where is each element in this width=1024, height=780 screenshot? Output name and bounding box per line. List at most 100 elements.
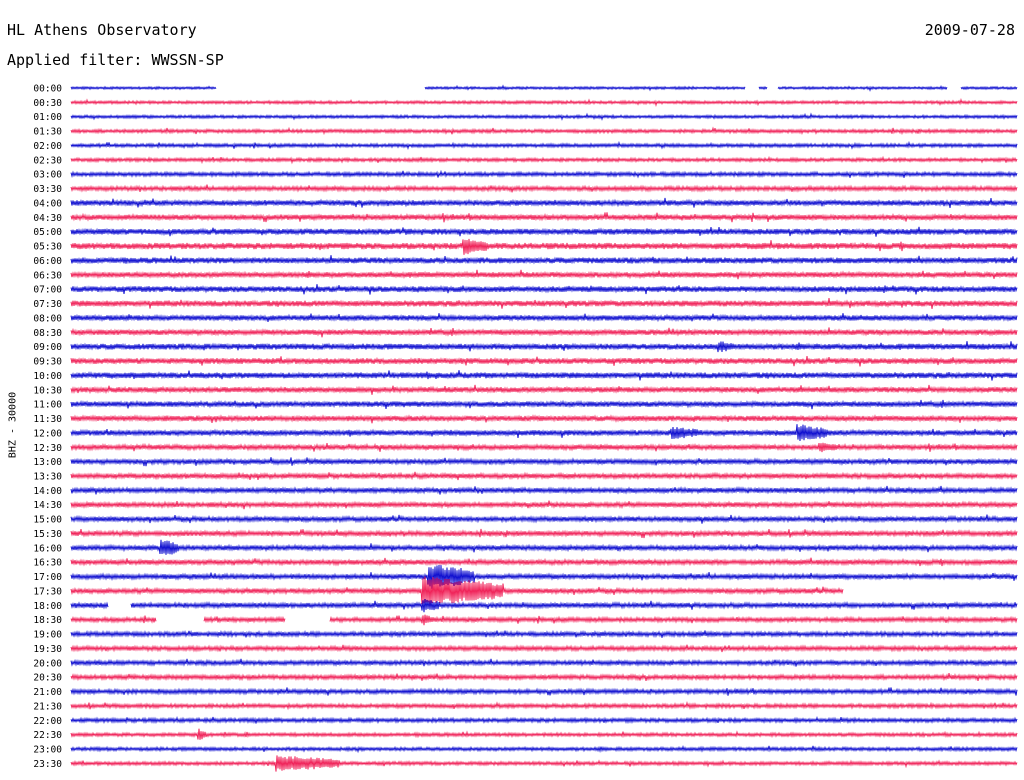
time-label-0330: 03:30 xyxy=(33,184,62,195)
record-date: 2009-07-28 xyxy=(924,21,1015,39)
time-label-0500: 05:00 xyxy=(33,227,62,238)
time-labels: 00:00 00:30 01:00 01:30 02:00 02:30 03:00 03:30… xyxy=(33,84,62,770)
trace-row-1800 xyxy=(70,598,1018,613)
trace-row-1300 xyxy=(70,457,1018,467)
trace-row-1230 xyxy=(70,442,1018,453)
trace-row-0800 xyxy=(70,313,1018,323)
trace-row-0530 xyxy=(70,238,1018,255)
trace-row-0830 xyxy=(70,327,1018,338)
time-label-0900: 09:00 xyxy=(33,342,62,353)
trace-row-1600 xyxy=(70,539,1018,555)
trace-row-0200 xyxy=(70,140,1018,151)
time-label-0430: 04:30 xyxy=(33,213,62,224)
time-label-2100: 21:00 xyxy=(33,687,62,698)
time-label-0730: 07:30 xyxy=(33,299,62,310)
time-label-1000: 10:00 xyxy=(33,371,62,382)
time-label-0200: 02:00 xyxy=(33,141,62,152)
trace-row-1130 xyxy=(70,414,1018,424)
time-label-0130: 01:30 xyxy=(33,127,62,138)
trace-row-0500 xyxy=(70,226,1018,237)
seismic-traces xyxy=(70,84,1018,772)
trace-row-0130 xyxy=(70,126,1018,136)
trace-row-1530 xyxy=(70,528,1018,539)
trace-row-1700 xyxy=(70,564,1018,589)
time-label-0300: 03:00 xyxy=(33,170,62,181)
filter-label: Applied filter: WWSSN-SP xyxy=(7,51,224,69)
trace-row-1500 xyxy=(70,514,1018,524)
time-label-0700: 07:00 xyxy=(33,285,62,296)
time-label-0000: 00:00 xyxy=(33,84,62,95)
time-label-1400: 14:00 xyxy=(33,486,62,497)
time-label-1500: 15:00 xyxy=(33,515,62,526)
trace-row-0630 xyxy=(70,269,1018,280)
trace-row-2000 xyxy=(70,658,1018,667)
time-label-0400: 04:00 xyxy=(33,198,62,209)
time-label-1300: 13:00 xyxy=(33,457,62,468)
trace-row-0430 xyxy=(70,212,1018,223)
trace-row-1930 xyxy=(70,644,1018,653)
time-label-2330: 23:30 xyxy=(33,759,62,770)
time-label-1200: 12:00 xyxy=(33,428,62,439)
time-label-1900: 19:00 xyxy=(33,630,62,641)
trace-row-1900 xyxy=(70,629,1018,639)
trace-row-1630 xyxy=(70,557,1018,567)
trace-row-0600 xyxy=(70,255,1018,265)
trace-row-0930 xyxy=(70,355,1018,367)
trace-row-2330 xyxy=(70,755,1018,772)
time-label-1330: 13:30 xyxy=(33,471,62,482)
trace-row-0900 xyxy=(70,341,1018,353)
trace-row-2030 xyxy=(70,673,1018,682)
time-label-1630: 16:30 xyxy=(33,558,62,569)
time-label-0100: 01:00 xyxy=(33,112,62,123)
time-label-2030: 20:30 xyxy=(33,673,62,684)
station-title: HL Athens Observatory xyxy=(7,21,197,39)
time-label-0030: 00:30 xyxy=(33,98,62,109)
trace-row-0400 xyxy=(70,197,1018,208)
time-label-1930: 19:30 xyxy=(33,644,62,655)
trace-row-0300 xyxy=(70,169,1018,179)
trace-row-2300 xyxy=(70,744,1018,754)
trace-row-2200 xyxy=(70,715,1018,725)
trace-row-1030 xyxy=(70,384,1018,395)
time-label-1530: 15:30 xyxy=(33,529,62,540)
trace-row-1330 xyxy=(70,471,1018,481)
trace-row-1000 xyxy=(70,370,1018,381)
time-label-0230: 02:30 xyxy=(33,155,62,166)
trace-row-1400 xyxy=(70,485,1018,495)
time-label-0800: 08:00 xyxy=(33,313,62,324)
trace-row-1730 xyxy=(70,576,844,606)
trace-row-2100 xyxy=(70,687,1018,696)
time-label-2000: 20:00 xyxy=(33,658,62,669)
trace-row-0700 xyxy=(70,284,1018,295)
time-label-1430: 14:30 xyxy=(33,500,62,511)
time-label-0830: 08:30 xyxy=(33,328,62,339)
time-label-1030: 10:30 xyxy=(33,385,62,396)
time-label-0930: 09:30 xyxy=(33,357,62,368)
time-label-2230: 22:30 xyxy=(33,730,62,741)
time-label-1130: 11:30 xyxy=(33,414,62,425)
time-label-2300: 23:00 xyxy=(33,745,62,756)
trace-row-2130 xyxy=(70,701,1018,711)
time-label-1100: 11:00 xyxy=(33,400,62,411)
trace-row-2230 xyxy=(70,728,1018,740)
trace-row-0030 xyxy=(70,98,1018,107)
trace-row-1200 xyxy=(70,424,1018,441)
time-label-2130: 21:30 xyxy=(33,701,62,712)
time-label-1800: 18:00 xyxy=(33,601,62,612)
trace-row-0330 xyxy=(70,184,1018,193)
time-label-2200: 22:00 xyxy=(33,716,62,727)
trace-row-0000 xyxy=(70,84,1018,92)
time-label-1230: 12:30 xyxy=(33,443,62,454)
trace-row-1430 xyxy=(70,500,1018,510)
time-label-0600: 06:00 xyxy=(33,256,62,267)
time-label-1830: 18:30 xyxy=(33,615,62,626)
trace-row-0230 xyxy=(70,155,1018,165)
time-label-0630: 06:30 xyxy=(33,270,62,281)
time-label-1700: 17:00 xyxy=(33,572,62,583)
time-label-0530: 05:30 xyxy=(33,242,62,253)
trace-row-1830 xyxy=(70,614,1018,626)
trace-row-0100 xyxy=(70,112,1018,121)
time-label-1600: 16:00 xyxy=(33,543,62,554)
time-label-1730: 17:30 xyxy=(33,586,62,597)
